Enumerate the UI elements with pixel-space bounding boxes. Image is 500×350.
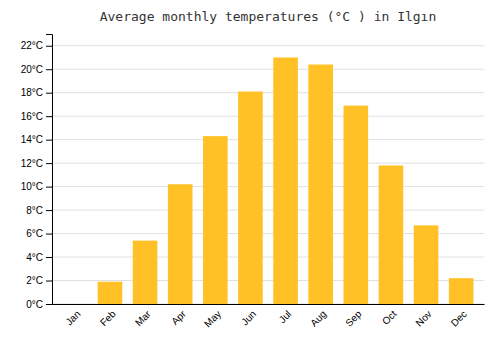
axis-line (46, 35, 53, 305)
tick-label: 12°C (21, 158, 43, 169)
tick-label: Jan (63, 308, 82, 327)
tick-mark (46, 140, 52, 141)
tick-mark (46, 281, 52, 282)
tick-mark (46, 46, 52, 47)
bar (168, 184, 193, 304)
y-tick: 16°C (21, 111, 52, 122)
x-tick: Nov (413, 304, 433, 329)
tick-mark (46, 187, 52, 188)
y-tick: 22°C (21, 40, 52, 51)
tick-label: 8°C (26, 205, 43, 216)
x-tick: Dec (449, 304, 469, 329)
tick-label: 6°C (26, 228, 43, 239)
plot-area: 0°C 2°C 4°C 6°C 8°C 10°C 12°C 14°C 16°C 18°C 20°C 2… (21, 35, 485, 330)
tick-mark (46, 116, 52, 117)
tick-mark (46, 304, 52, 305)
x-tick: Jun (239, 304, 258, 327)
y-tick: 18°C (21, 87, 52, 98)
tick-label: May (202, 308, 223, 329)
tick-label: Jul (277, 308, 294, 325)
bar (379, 165, 404, 304)
grid-line (52, 163, 484, 164)
bar (238, 92, 263, 304)
x-tick: Jul (277, 304, 294, 325)
tick-mark (46, 210, 52, 211)
bar (98, 282, 123, 304)
bar (273, 57, 298, 304)
grid-line (52, 139, 484, 140)
x-tick: May (202, 304, 223, 329)
tick-label: Mar (133, 308, 153, 328)
tick-mark (46, 257, 52, 258)
tick-label: Aug (308, 308, 328, 328)
tick-label: Apr (169, 308, 188, 327)
tick-label: 4°C (26, 252, 43, 263)
bar (308, 65, 333, 304)
chart-container: 0°C 2°C 4°C 6°C 8°C 10°C 12°C 14°C 16°C 18°C 20°C 2… (0, 0, 500, 350)
x-tick: Apr (169, 304, 188, 327)
grid-line (52, 116, 484, 117)
y-tick: 4°C (26, 252, 52, 263)
tick-label: 2°C (26, 275, 43, 286)
bar (63, 304, 88, 305)
tick-label: 22°C (21, 40, 43, 51)
tick-label: Sep (343, 308, 364, 329)
bar (414, 225, 439, 304)
grid (52, 46, 484, 304)
x-tick: Mar (133, 304, 153, 328)
tick-label: Oct (380, 308, 399, 327)
y-tick: 2°C (26, 275, 52, 286)
y-tick: 6°C (26, 228, 52, 239)
x-tick: Feb (98, 304, 118, 328)
tick-label: 0°C (26, 299, 43, 310)
x-axis: Jan Feb Mar Apr May Jun Jul Aug Sep Oct Nov Dec (53, 304, 485, 329)
grid-line (52, 210, 484, 211)
grid-line (52, 92, 484, 93)
tick-label: Jun (239, 308, 258, 327)
tick-mark (46, 93, 52, 94)
tick-label: 10°C (21, 181, 43, 192)
tick-mark (46, 69, 52, 70)
grid-line (52, 186, 484, 187)
tick-label: 20°C (21, 64, 43, 75)
bars (98, 57, 474, 304)
y-tick: 20°C (21, 64, 52, 75)
bar (203, 136, 228, 304)
x-tick: Jan (63, 304, 82, 327)
grid-line (52, 69, 484, 70)
tick-label: 16°C (21, 111, 43, 122)
y-tick: 8°C (26, 205, 52, 216)
tick-label: 18°C (21, 87, 43, 98)
tick-mark (46, 163, 52, 164)
bar (449, 278, 474, 304)
bar (133, 241, 158, 304)
x-tick: Aug (308, 304, 328, 329)
bar (344, 106, 369, 304)
y-tick: 10°C (21, 181, 52, 192)
x-tick: Oct (380, 304, 399, 327)
y-axis: 0°C 2°C 4°C 6°C 8°C 10°C 12°C 14°C 16°C 18°C 20°C 2… (21, 35, 53, 310)
grid-line (52, 45, 484, 46)
y-tick: 12°C (21, 158, 52, 169)
tick-label: Nov (413, 308, 433, 328)
axis-line (53, 304, 485, 305)
tick-mark (46, 234, 52, 235)
chart-svg: 0°C 2°C 4°C 6°C 8°C 10°C 12°C 14°C 16°C 18°C 20°C 2… (0, 0, 500, 350)
tick-label: Dec (449, 308, 469, 328)
title: Average monthly temperatures (°C ) in Il… (100, 9, 437, 24)
tick-label: 14°C (21, 134, 43, 145)
y-tick: 0°C (26, 299, 52, 310)
tick-label: Feb (98, 308, 118, 328)
y-tick: 14°C (21, 134, 52, 145)
x-tick: Sep (343, 304, 364, 329)
